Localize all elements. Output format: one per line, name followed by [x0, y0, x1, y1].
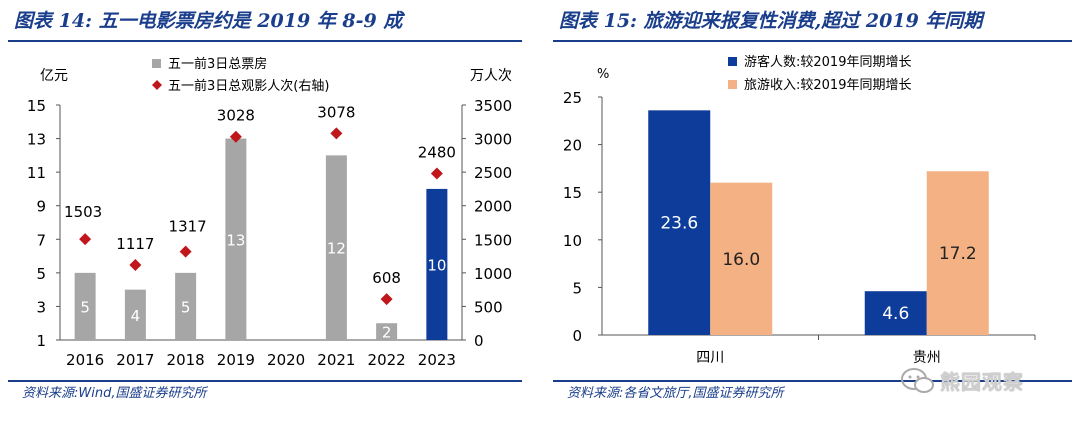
legend-label-revenue: 旅游收入:较2019年同期增长 — [744, 78, 911, 93]
category-label: 2020 — [267, 351, 305, 369]
panel-title: 图表 14: 五一电影票房约是 2019 年 8-9 成 — [14, 10, 403, 32]
category-label: 2017 — [116, 351, 154, 369]
title-rule — [553, 40, 1072, 42]
left-tick-label: 7 — [36, 231, 46, 249]
box-office-bar — [74, 272, 96, 340]
legend-label-visitors: 游客人数:较2019年同期增长 — [744, 54, 911, 70]
category-label: 2018 — [167, 351, 205, 369]
box-office-panel: 图表 14: 五一电影票房约是 2019 年 8-9 成 1 3 5 7 9 11 13 15… — [0, 0, 530, 427]
box-office-bar — [426, 188, 448, 340]
legend-swatch-attendance — [152, 80, 162, 90]
right-tick-label: 2500 — [474, 164, 512, 182]
y-tick-label: 5 — [572, 279, 582, 297]
bar-value-label: 17.2 — [939, 244, 977, 264]
right-tick-label: 1000 — [474, 265, 512, 283]
marker-value-label: 1117 — [116, 235, 154, 253]
marker-value-label: 608 — [372, 269, 401, 287]
attendance-marker — [129, 259, 142, 272]
attendance-marker — [229, 130, 242, 143]
marker-value-label: 1317 — [169, 218, 207, 236]
y-tick-label: 25 — [563, 89, 582, 107]
box-office-bar — [325, 155, 347, 340]
bar-value-label: 13 — [226, 231, 245, 249]
wechat-icon — [901, 368, 934, 393]
category-label: 贵州 — [913, 350, 941, 366]
y2-axis-label: 万人次 — [470, 68, 512, 84]
right-tick-label: 3000 — [474, 131, 512, 149]
legend-label-box-office: 五一前3日总票房 — [168, 56, 267, 72]
attendance-marker — [330, 127, 343, 140]
panel-title: 图表 15: 旅游迎来报复性消费,超过 2019 年同期 — [559, 10, 983, 32]
left-tick-label: 9 — [36, 198, 46, 216]
bar-value-label: 16.0 — [722, 250, 760, 270]
y-tick-label: 15 — [563, 184, 582, 202]
source-rule — [8, 380, 522, 382]
marker-value-label: 2480 — [418, 143, 456, 161]
bar-value-label: 10 — [427, 256, 446, 274]
source-rule — [553, 380, 1072, 382]
y-tick-label: 10 — [563, 232, 582, 250]
watermark-text: 熊园观察 — [940, 370, 1024, 394]
y-tick-label: 20 — [563, 137, 582, 155]
attendance-marker — [380, 293, 393, 306]
right-tick-label: 0 — [474, 332, 484, 350]
left-tick-label: 5 — [36, 265, 46, 283]
source-note: 资料来源:Wind,国盛证券研究所 — [22, 386, 207, 401]
right-tick-label: 500 — [474, 298, 503, 316]
y-axis-label: % — [597, 67, 609, 82]
bar-value-label: 5 — [80, 298, 90, 316]
y-axis-label: 亿元 — [40, 68, 68, 84]
bar-value-label: 23.6 — [660, 214, 698, 234]
box-office-bar — [225, 138, 247, 340]
title-rule — [8, 40, 522, 42]
legend-label-attendance: 五一前3日总观影人次(右轴) — [168, 78, 329, 94]
category-label: 2022 — [368, 351, 406, 369]
y-tick-label: 0 — [572, 327, 582, 345]
bar-value-label: 5 — [181, 298, 191, 316]
box-office-bar — [124, 289, 146, 340]
attendance-marker — [179, 245, 192, 258]
category-label: 2016 — [66, 351, 104, 369]
right-tick-label: 1500 — [474, 231, 512, 249]
box-office-chart: 135791113150500100015002000250030003500亿… — [27, 56, 512, 369]
left-tick-label: 1 — [36, 332, 46, 350]
category-label: 四川 — [696, 350, 724, 366]
bar-value-label: 4.6 — [882, 304, 909, 324]
tourism-chart: 0 5 10 15 20 25% 四川 23.6 16.0 贵州 4.6 17.2 游客人数:较2019… — [563, 54, 1036, 366]
bar-value-label: 12 — [327, 240, 346, 258]
attendance-marker — [430, 167, 443, 180]
tourism-panel: 图表 15: 旅游迎来报复性消费,超过 2019 年同期 0 5 10 15 20 25%… — [545, 0, 1080, 427]
bar-value-label: 4 — [131, 307, 141, 325]
visitors-bar — [864, 291, 927, 335]
legend-swatch-visitors — [728, 57, 737, 66]
marker-value-label: 1503 — [64, 203, 102, 221]
marker-value-label: 3078 — [317, 103, 355, 121]
visitors-bar — [648, 110, 711, 335]
revenue-bar — [926, 171, 989, 335]
left-tick-label: 15 — [27, 97, 46, 115]
watermark: 熊园观察 — [900, 366, 1070, 396]
left-tick-label: 13 — [27, 131, 46, 149]
right-tick-label: 2000 — [474, 198, 512, 216]
category-label: 2019 — [217, 351, 255, 369]
left-tick-label: 3 — [36, 298, 46, 316]
bar-value-label: 2 — [382, 324, 392, 342]
attendance-marker — [79, 233, 92, 246]
category-label: 2021 — [317, 351, 355, 369]
revenue-bar — [710, 182, 773, 335]
source-note: 资料来源:各省文旅厅,国盛证券研究所 — [567, 386, 784, 401]
legend-swatch-revenue — [728, 80, 737, 89]
category-label: 2023 — [418, 351, 456, 369]
right-tick-label: 3500 — [474, 97, 512, 115]
box-office-bar — [376, 323, 398, 340]
left-tick-label: 11 — [27, 164, 46, 182]
legend-swatch-box-office — [152, 59, 161, 68]
box-office-bar — [175, 272, 197, 340]
marker-value-label: 3028 — [217, 107, 255, 125]
